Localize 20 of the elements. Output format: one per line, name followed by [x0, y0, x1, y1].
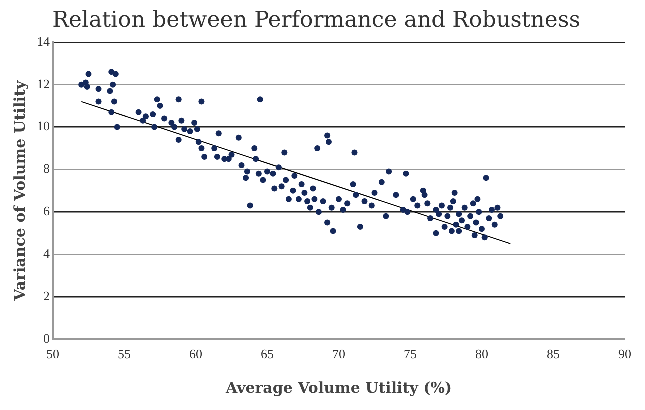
- y-tick-label: 0: [44, 330, 50, 346]
- y-tick-label: 12: [37, 76, 50, 92]
- y-tick-label: 14: [37, 34, 50, 49]
- x-tick-label: 85: [547, 346, 560, 362]
- x-tick-label: 90: [618, 346, 632, 362]
- x-tick-label: 55: [118, 346, 131, 362]
- x-tick-label: 75: [404, 346, 417, 362]
- x-axis-title: Average Volume Utility (%): [224, 378, 452, 397]
- y-tick-label: 8: [44, 161, 50, 176]
- x-tick-label: 80: [476, 346, 488, 362]
- x-tick-label: 65: [261, 346, 274, 362]
- x-tick-label: 70: [332, 346, 346, 362]
- y-axis-title: Variance of Volume Utility: [10, 80, 29, 302]
- x-tick-label: 50: [46, 346, 60, 362]
- y-tick-label: 10: [37, 118, 50, 134]
- x-tick-label: 60: [190, 346, 202, 362]
- y-tick-label: 6: [44, 204, 50, 219]
- y-tick-label: 2: [44, 288, 50, 304]
- y-tick-label: 4: [44, 246, 50, 261]
- chart-title: Relation between Performance and Robustness: [52, 8, 581, 33]
